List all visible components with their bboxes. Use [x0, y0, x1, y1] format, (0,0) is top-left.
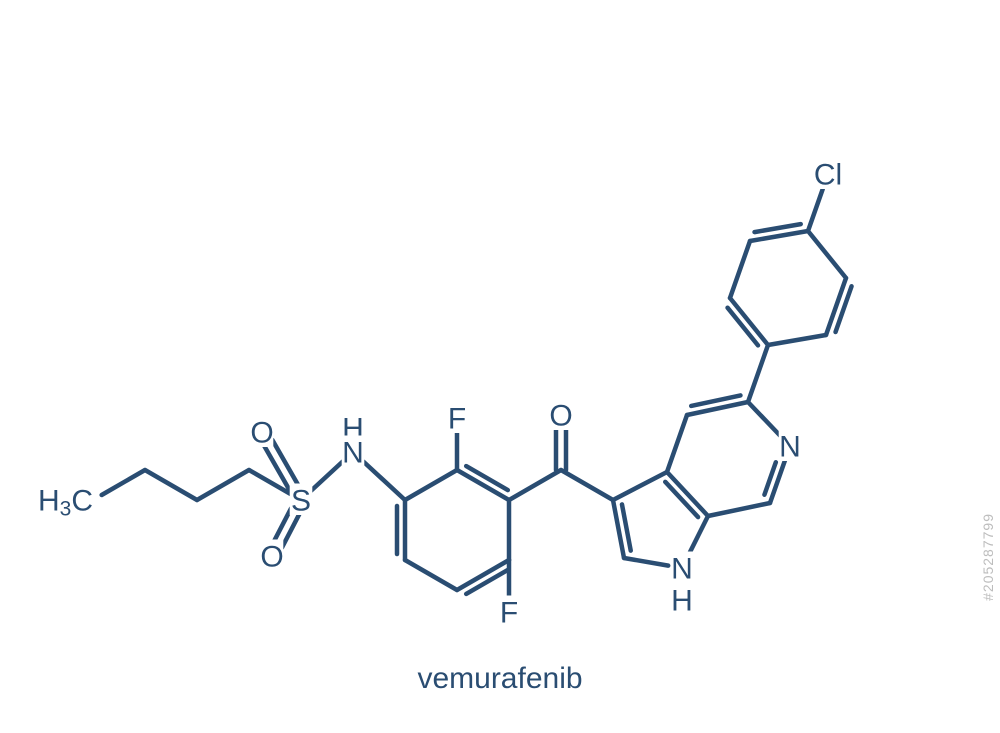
atom-label-O1: O: [250, 417, 273, 450]
atom-label-F2: F: [500, 597, 518, 630]
molecule-diagram: H3CSOOHNFFONHNClvemurafenib: [0, 0, 1000, 733]
compound-name: vemurafenib: [417, 662, 582, 695]
atom-label-O2: O: [260, 541, 283, 574]
atom-label-N1T: N: [342, 437, 364, 470]
atom-label-F1: F: [448, 403, 466, 436]
watermark-text: #205287799: [980, 513, 996, 601]
atom-label-NR: N: [779, 431, 801, 464]
labels-layer: H3CSOOHNFFONHNCl: [35, 158, 848, 630]
atom-label-NP: N: [671, 553, 693, 586]
atom-label-S: S: [291, 485, 311, 518]
atom-label-O3: O: [549, 400, 572, 433]
bonds-layer: [102, 189, 852, 598]
atom-label-NPH: H: [671, 585, 693, 618]
atom-label-Cl: Cl: [814, 159, 842, 192]
